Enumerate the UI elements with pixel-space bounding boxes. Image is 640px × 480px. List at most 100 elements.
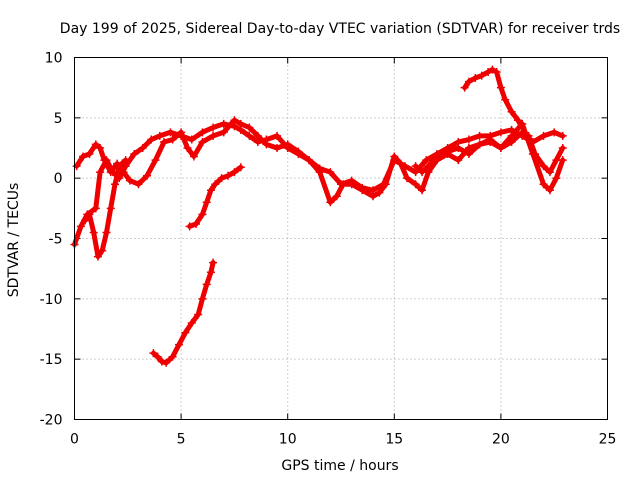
data-point xyxy=(217,174,226,183)
data-point xyxy=(142,171,151,180)
data-point xyxy=(347,180,356,189)
data-point xyxy=(326,198,335,207)
y-tick-label: 5 xyxy=(54,111,63,127)
data-point xyxy=(89,228,98,237)
data-point xyxy=(147,135,156,144)
tick-labels: 0 5 10 15 20 25 -20 -15 -10 -5 0 5 10 xyxy=(40,51,617,448)
data-point xyxy=(518,128,527,137)
data-point xyxy=(181,328,190,337)
data-point xyxy=(102,228,111,237)
x-tick-label: 10 xyxy=(279,432,297,448)
data-point xyxy=(488,65,497,74)
data-point xyxy=(134,180,143,189)
data-point xyxy=(230,168,239,177)
data-point xyxy=(358,186,367,195)
data-point xyxy=(162,358,171,367)
data-point xyxy=(187,318,196,327)
series-line xyxy=(150,260,216,366)
grid xyxy=(74,57,608,420)
data-point xyxy=(475,140,484,149)
data-point xyxy=(187,135,196,144)
data-point xyxy=(418,168,427,177)
data-point xyxy=(98,246,107,255)
data-point xyxy=(219,119,228,128)
x-tick-label: 0 xyxy=(70,432,79,448)
y-tick-label: -15 xyxy=(40,352,63,368)
data-point xyxy=(160,137,169,146)
series-line xyxy=(82,157,129,260)
data-point xyxy=(475,131,484,140)
chart-title: Day 199 of 2025, Sidereal Day-to-day VTE… xyxy=(60,21,620,37)
data-point xyxy=(236,119,245,128)
data-point xyxy=(93,252,102,261)
data-point xyxy=(85,210,94,219)
data-point xyxy=(125,176,134,185)
data-point xyxy=(174,340,183,349)
data-point xyxy=(106,168,115,177)
data-point xyxy=(85,150,94,159)
data-point xyxy=(273,144,282,152)
x-tick-label: 5 xyxy=(177,432,186,448)
data-point xyxy=(326,168,335,177)
data-point xyxy=(151,156,160,165)
data-point xyxy=(539,131,548,140)
data-point xyxy=(539,162,548,171)
series-track-5 xyxy=(149,258,218,367)
series-line xyxy=(187,164,244,229)
data-point xyxy=(390,152,399,161)
data-point xyxy=(524,131,533,140)
series-track-2 xyxy=(72,116,567,207)
y-tick-label: 10 xyxy=(45,51,63,67)
data-point xyxy=(119,168,128,177)
data-point xyxy=(198,137,207,146)
data-point xyxy=(96,168,105,177)
data-point xyxy=(403,174,412,183)
data-point xyxy=(539,180,548,189)
data-point xyxy=(294,147,303,156)
series-track-6 xyxy=(460,65,527,132)
data-point xyxy=(513,116,522,125)
data-point xyxy=(91,140,100,149)
data-point xyxy=(192,220,201,229)
data-point xyxy=(418,186,427,195)
data-point xyxy=(230,116,239,125)
y-tick-label: 0 xyxy=(54,171,63,187)
data-point xyxy=(206,268,215,277)
data-point xyxy=(422,156,431,165)
data-point xyxy=(273,131,282,140)
data-point xyxy=(121,156,130,165)
data-point xyxy=(507,107,516,116)
data-point xyxy=(507,137,516,146)
data-point xyxy=(106,204,115,213)
data-point xyxy=(211,180,220,189)
data-point xyxy=(454,144,463,152)
x-axis-title: GPS time / hours xyxy=(281,458,398,474)
data-point xyxy=(464,150,473,159)
data-point xyxy=(454,156,463,165)
data-point xyxy=(411,162,420,171)
data-point xyxy=(72,162,81,171)
data-point xyxy=(189,152,198,161)
data-point xyxy=(76,222,85,231)
data-point xyxy=(157,357,166,366)
y-tick-label: -5 xyxy=(49,232,63,248)
data-point xyxy=(183,144,192,152)
data-point xyxy=(138,144,147,152)
data-point xyxy=(283,140,292,149)
y-tick-label: -20 xyxy=(40,413,63,429)
data-point xyxy=(185,222,194,231)
data-point xyxy=(224,171,233,180)
data-point xyxy=(471,74,480,83)
data-point xyxy=(91,204,100,213)
data-point xyxy=(545,186,554,195)
data-point xyxy=(81,216,90,225)
data-point xyxy=(305,156,314,165)
data-point xyxy=(339,180,348,189)
series-track-4 xyxy=(185,163,245,231)
data-point xyxy=(443,147,452,156)
data-point xyxy=(209,123,218,132)
data-point xyxy=(153,352,162,361)
data-point xyxy=(236,163,245,172)
data-point xyxy=(496,128,505,137)
